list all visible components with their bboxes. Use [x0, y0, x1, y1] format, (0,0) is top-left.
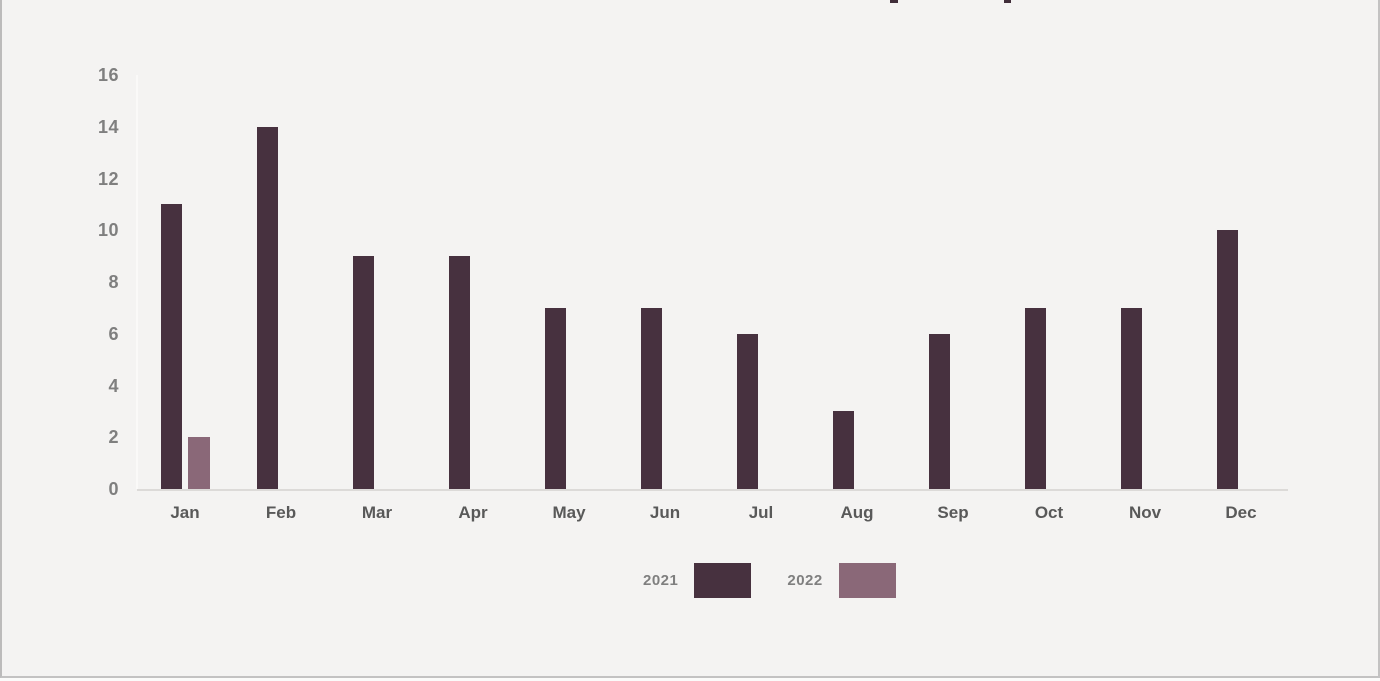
x-tick-label: Jun	[649, 503, 681, 522]
bar-2021-aug	[833, 411, 854, 489]
legend-label: 2022	[787, 572, 823, 589]
y-tick-label: 6	[108, 323, 119, 344]
bar-2021-oct	[1025, 307, 1046, 489]
chart-title-clipped	[2, 0, 1378, 4]
title-fragment	[890, 0, 898, 3]
legend-item-2022: 2022	[787, 563, 896, 598]
x-tick-label: Mar	[361, 503, 393, 522]
bar-2021-may	[545, 307, 566, 489]
y-tick-label: 0	[108, 479, 119, 499]
bar-2022-jan	[188, 437, 210, 489]
x-axis-line	[137, 489, 1288, 491]
y-tick-label: 2	[108, 427, 119, 448]
bar-2021-sep	[929, 333, 950, 489]
bar-2021-jul	[737, 333, 758, 489]
y-tick-label: 12	[97, 168, 119, 189]
x-tick-label: May	[552, 503, 586, 522]
bar-2021-apr	[449, 256, 470, 489]
bar-2021-dec	[1217, 230, 1238, 489]
x-tick-label: Nov	[1128, 503, 1162, 522]
y-tick-label: 14	[97, 116, 119, 137]
x-tick-label: Dec	[1225, 503, 1257, 522]
bar-2021-feb	[257, 126, 278, 489]
bar-2021-nov	[1121, 307, 1142, 489]
y-tick-label: 16	[97, 65, 119, 85]
x-tick-label: Jan	[170, 503, 200, 522]
y-tick-label: 8	[108, 272, 119, 292]
x-tick-label: Apr	[458, 503, 488, 522]
x-tick-label: Aug	[840, 503, 874, 522]
x-tick-label: Feb	[265, 503, 297, 522]
y-axis-line	[136, 75, 138, 489]
title-fragment	[1004, 0, 1011, 3]
y-tick-label: 10	[97, 220, 119, 241]
x-tick-label: Sep	[937, 503, 969, 522]
x-tick-label: Jul	[748, 503, 774, 522]
bar-2021-jan	[161, 204, 182, 489]
x-tick-label: Oct	[1034, 503, 1064, 522]
y-tick-label: 4	[108, 375, 119, 396]
legend: 2021 2022	[643, 563, 896, 598]
bar-2021-jun	[641, 307, 662, 489]
bar-2021-mar	[353, 256, 374, 489]
legend-label: 2021	[643, 572, 679, 589]
legend-swatch	[694, 563, 752, 598]
legend-item-2021: 2021	[643, 563, 752, 598]
legend-swatch	[838, 563, 896, 598]
